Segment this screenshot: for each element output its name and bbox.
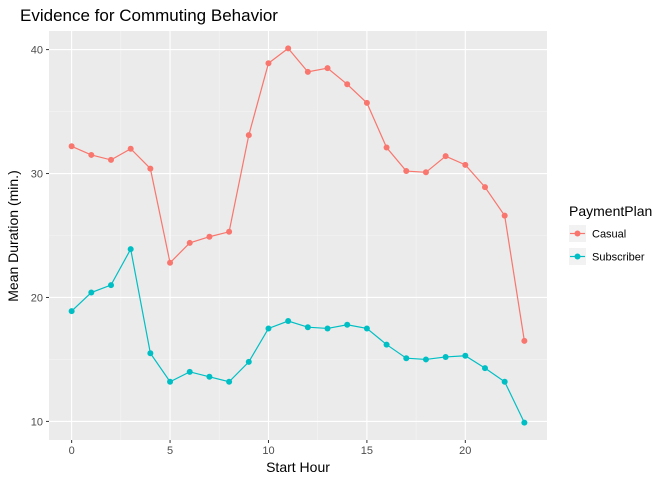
subscriber-point: [304, 324, 311, 331]
legend-item-subscriber: Subscriber: [569, 248, 645, 265]
casual-point: [521, 337, 528, 344]
subscriber-point: [245, 358, 252, 365]
legend-key-point: [574, 230, 581, 237]
casual-point: [108, 156, 115, 163]
legend: PaymentPlan Casual Subscriber: [569, 203, 652, 265]
casual-point: [127, 145, 134, 152]
y-tick-label: 20: [31, 292, 43, 304]
major-gridlines: [49, 31, 547, 440]
casual-point: [363, 99, 370, 106]
subscriber-point: [422, 356, 429, 363]
casual-point: [285, 45, 292, 52]
x-axis-title: Start Hour: [266, 459, 330, 475]
casual-point: [324, 65, 331, 72]
chart-title: Evidence for Commuting Behavior: [20, 6, 278, 25]
casual-point: [186, 239, 193, 246]
casual-point: [68, 143, 75, 150]
subscriber-point: [127, 246, 134, 253]
minor-gridlines: [49, 31, 547, 440]
casual-point: [383, 144, 390, 151]
casual-line: [71, 47, 525, 341]
casual-point: [167, 259, 174, 266]
x-tick-label: 10: [262, 445, 274, 457]
casual-point: [206, 233, 213, 240]
y-tick-label: 10: [31, 416, 43, 428]
casual-point: [245, 132, 252, 139]
subscriber-point: [521, 419, 528, 426]
casual-point: [88, 151, 95, 158]
subscriber-point: [324, 325, 331, 332]
subscriber-point: [167, 378, 174, 385]
subscriber-point: [383, 341, 390, 348]
subscriber-point: [344, 321, 351, 328]
casual-point: [344, 81, 351, 88]
x-tick-label: 15: [361, 445, 373, 457]
subscriber-point: [226, 378, 233, 385]
legend-key-point: [574, 253, 581, 260]
casual-point: [304, 68, 311, 75]
subscriber-point: [147, 350, 154, 357]
series-casual: [68, 45, 528, 344]
casual-point: [501, 212, 508, 219]
x-axis: 0 5 10 15 20: [69, 440, 471, 457]
subscriber-point: [68, 308, 75, 315]
y-axis: 10 20 30 40: [31, 45, 49, 428]
x-tick-label: 20: [459, 445, 471, 457]
casual-point: [226, 228, 233, 235]
subscriber-point: [363, 325, 370, 332]
subscriber-point: [265, 325, 272, 332]
legend-title: PaymentPlan: [569, 203, 652, 219]
casual-point: [265, 60, 272, 67]
x-tick-label: 0: [69, 445, 75, 457]
casual-point: [403, 168, 410, 175]
subscriber-line: [71, 247, 525, 423]
series-layer: [68, 45, 528, 426]
legend-label: Casual: [592, 229, 626, 241]
subscriber-point: [108, 282, 115, 289]
subscriber-point: [88, 289, 95, 296]
y-tick-label: 40: [31, 45, 43, 57]
casual-point: [442, 153, 449, 160]
subscriber-point: [462, 352, 469, 359]
legend-label: Subscriber: [592, 252, 645, 264]
casual-point: [462, 161, 469, 168]
subscriber-point: [501, 378, 508, 385]
y-axis-title: Mean Duration (min.): [5, 170, 21, 302]
subscriber-point: [285, 318, 292, 325]
y-tick-label: 30: [31, 169, 43, 181]
subscriber-point: [442, 353, 449, 360]
series-subscriber: [68, 246, 528, 426]
casual-point: [481, 184, 488, 191]
legend-item-casual: Casual: [569, 225, 626, 242]
subscriber-point: [403, 355, 410, 362]
subscriber-point: [206, 373, 213, 380]
subscriber-point: [481, 365, 488, 372]
x-tick-label: 5: [167, 445, 173, 457]
casual-point: [422, 169, 429, 176]
subscriber-point: [186, 368, 193, 375]
casual-point: [147, 165, 154, 172]
